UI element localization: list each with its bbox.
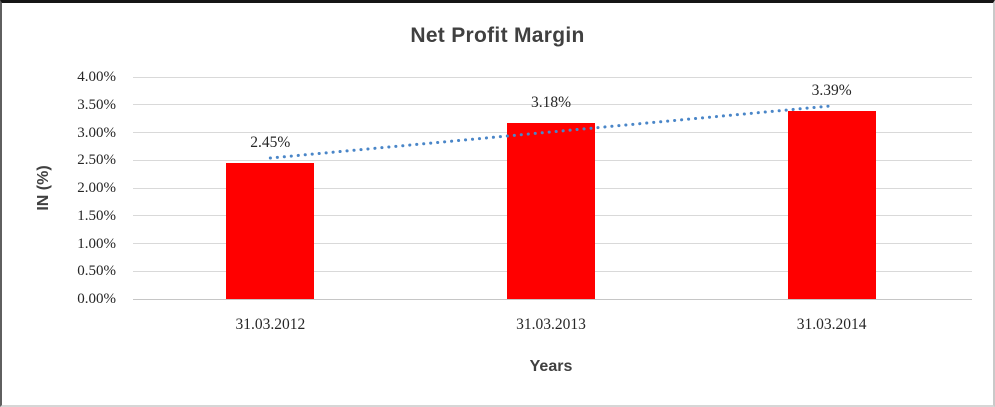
chart-title: Net Profit Margin: [410, 24, 585, 47]
y-tick-label: 2.50%: [77, 152, 116, 169]
y-tick-label: 1.00%: [77, 235, 116, 252]
y-tick-label: 1.50%: [77, 207, 116, 224]
x-tick-label: 31.03.2012: [235, 316, 306, 333]
y-tick-label: 3.00%: [77, 124, 116, 141]
bar-31.03.2014[interactable]: [787, 110, 876, 299]
bar-31.03.2013[interactable]: [507, 122, 595, 299]
x-tick-label: 31.03.2013: [516, 316, 586, 333]
gridline: [133, 104, 972, 106]
data-label: 3.18%: [530, 93, 572, 111]
x-axis-title: Years: [529, 358, 573, 375]
y-tick-label: 3.50%: [77, 96, 116, 113]
y-tick-label: 0.50%: [77, 263, 116, 280]
x-tick-label: 31.03.2014: [796, 316, 867, 333]
y-axis-title: IN (%): [35, 165, 52, 211]
y-tick-label: 4.00%: [77, 69, 116, 85]
data-label: 2.45%: [250, 134, 291, 152]
y-tick-label: 0.00%: [77, 291, 116, 307]
y-tick-label: 2.00%: [77, 180, 116, 196]
data-label: 3.39%: [811, 81, 852, 99]
x-axis-line: [133, 298, 972, 300]
bar-31.03.2012[interactable]: [226, 163, 315, 299]
trendline-dotted-line[interactable]: [268, 104, 834, 160]
gridline: [133, 76, 972, 78]
